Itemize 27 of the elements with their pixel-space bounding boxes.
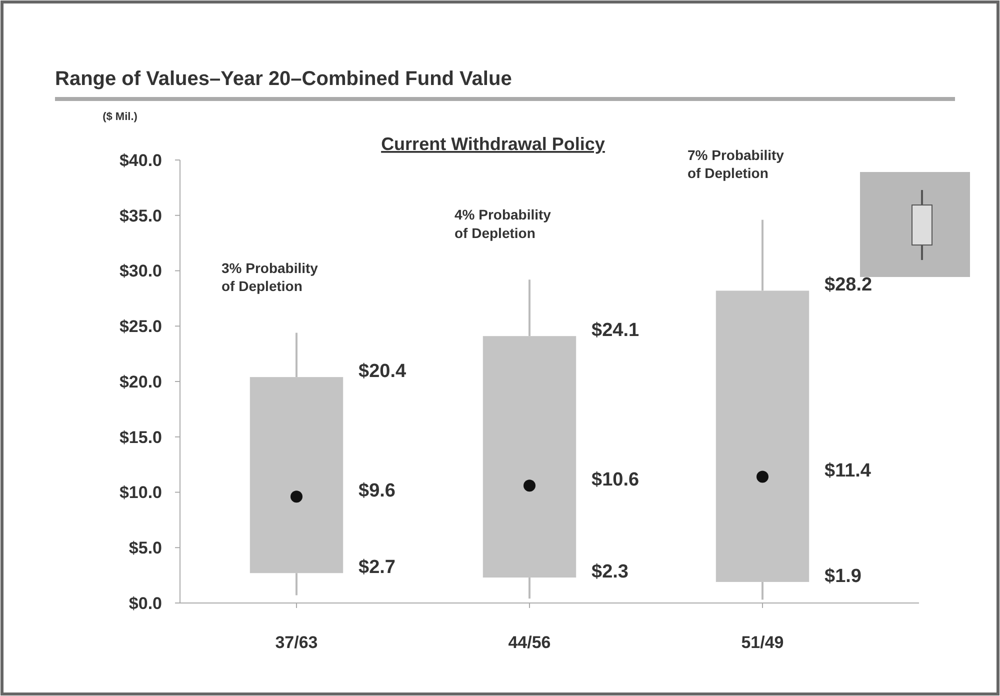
annotation: $11.4 — [824, 460, 872, 482]
x-tick-label: 44/56 — [508, 633, 551, 652]
annotation: $2.7 — [358, 557, 396, 578]
annotation: $24.1 — [592, 320, 640, 342]
annotation: 3% Probability of Depletion — [222, 260, 318, 294]
annotation: 4% Probability of Depletion — [454, 206, 552, 241]
annotation: $2.3 — [592, 562, 628, 583]
y-tick-label: $35.0 — [119, 206, 162, 226]
annotation: $20.4 — [358, 361, 406, 382]
y-tick-label: $5.0 — [128, 538, 162, 558]
x-tick-label: 37/63 — [275, 633, 318, 652]
annotation: $1.9 — [824, 566, 862, 587]
chart-subtitle: Current Withdrawal Policy — [381, 134, 605, 154]
x-tick-label: 51/49 — [741, 633, 784, 652]
y-tick-label: $10.0 — [119, 483, 162, 502]
y-tick-label: $25.0 — [119, 317, 162, 336]
annotation: $9.6 — [358, 480, 396, 502]
annotation: 7% Probability of Depletion — [688, 146, 784, 182]
y-tick-label: $40.0 — [119, 150, 162, 170]
y-tick-label: $30.0 — [119, 262, 162, 281]
y-tick-label: $20.0 — [119, 372, 162, 392]
y-axis-title: ($ Mil.) — [102, 111, 138, 123]
y-tick-label: $0.0 — [128, 594, 162, 613]
annotation: $10.6 — [592, 470, 640, 491]
annotation: $28.2 — [824, 274, 872, 296]
y-tick-label: $15.0 — [119, 428, 162, 447]
chart-title: Range of Values–Year 20–Combined Fund Value — [55, 68, 512, 90]
